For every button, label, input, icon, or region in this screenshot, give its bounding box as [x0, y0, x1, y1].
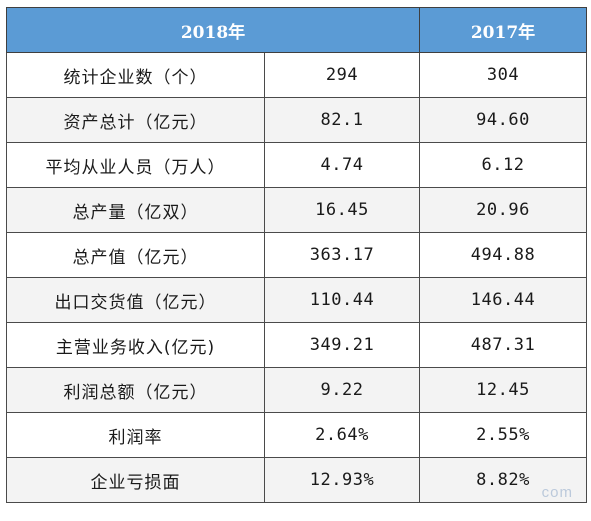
table-row: 总产量（亿双） 16.45 20.96: [6, 187, 588, 233]
value-2017: 12.45: [419, 367, 588, 413]
value-2018: 294: [263, 52, 421, 98]
header-2017: 2017年: [419, 7, 588, 53]
row-label: 利润总额（亿元）: [6, 367, 265, 413]
header-2018: 2018年: [5, 7, 421, 53]
value-2018: 349.21: [263, 322, 421, 368]
value-2017: 6.12: [419, 142, 588, 188]
table-row: 平均从业人员（万人） 4.74 6.12: [6, 142, 588, 188]
table-row: 统计企业数（个） 294 304: [6, 52, 588, 98]
header-row: 2018年 2017年: [5, 7, 588, 53]
row-label: 平均从业人员（万人）: [6, 142, 265, 188]
value-2017: 20.96: [419, 187, 588, 233]
value-2018: 9.22: [263, 367, 421, 413]
value-2018: 4.74: [263, 142, 421, 188]
row-label: 总产值（亿元）: [6, 232, 265, 278]
value-2018: 2.64%: [263, 412, 421, 458]
value-2017: 494.88: [419, 232, 588, 278]
table-row: 利润率 2.64% 2.55%: [6, 412, 588, 458]
table-row: 主营业务收入(亿元) 349.21 487.31: [6, 322, 588, 368]
table-row: 利润总额（亿元） 9.22 12.45: [6, 367, 588, 413]
row-label: 出口交货值（亿元）: [6, 277, 265, 323]
value-2018: 363.17: [263, 232, 421, 278]
value-2017: 8.82%: [419, 457, 588, 503]
value-2017: 2.55%: [419, 412, 588, 458]
row-label: 企业亏损面: [6, 457, 265, 503]
value-2018: 16.45: [263, 187, 421, 233]
row-label: 总产量（亿双）: [6, 187, 265, 233]
row-label: 利润率: [6, 412, 265, 458]
value-2017: 487.31: [419, 322, 588, 368]
value-2017: 94.60: [419, 97, 588, 143]
table-row: 企业亏损面 12.93% 8.82%: [6, 457, 588, 503]
row-label: 主营业务收入(亿元): [6, 322, 265, 368]
table-row: 出口交货值（亿元） 110.44 146.44: [6, 277, 588, 323]
value-2017: 304: [419, 52, 588, 98]
value-2018: 12.93%: [263, 457, 421, 503]
row-label: 资产总计（亿元）: [6, 97, 265, 143]
statistics-table: 2018年 2017年 统计企业数（个） 294 304 资产总计（亿元） 82…: [5, 7, 588, 503]
table-row: 资产总计（亿元） 82.1 94.60: [6, 97, 588, 143]
value-2018: 110.44: [263, 277, 421, 323]
table-row: 总产值（亿元） 363.17 494.88: [6, 232, 588, 278]
value-2018: 82.1: [263, 97, 421, 143]
value-2017: 146.44: [419, 277, 588, 323]
row-label: 统计企业数（个）: [6, 52, 265, 98]
